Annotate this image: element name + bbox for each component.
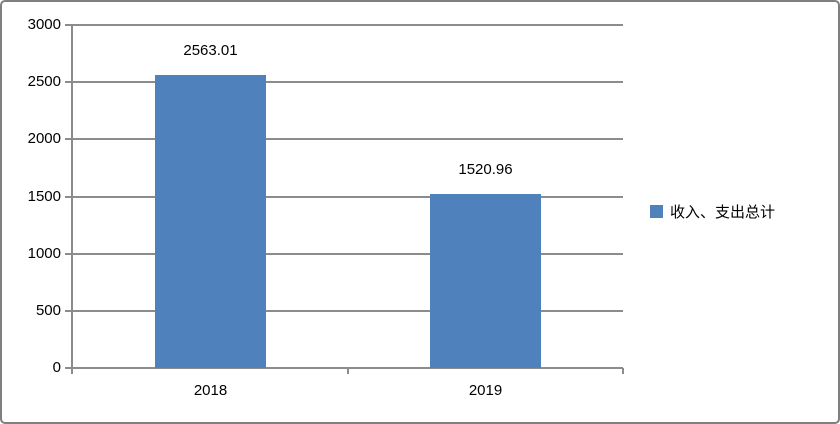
legend-label: 收入、支出总计 <box>670 204 776 221</box>
y-axis-tick <box>65 309 73 312</box>
gridline <box>73 138 623 141</box>
gridline <box>73 252 623 255</box>
y-axis-tick <box>65 24 73 26</box>
y-axis-tick <box>65 252 73 255</box>
data-label: 2563.01 <box>183 41 238 59</box>
y-tick-label: 2500 <box>27 73 61 91</box>
data-label: 1520.96 <box>458 161 513 179</box>
x-axis-tick <box>622 368 624 374</box>
bar-2019 <box>430 194 541 368</box>
y-tick-label: 1500 <box>27 187 61 205</box>
gridline <box>73 309 623 312</box>
y-tick-label: 2000 <box>27 130 61 148</box>
legend-swatch-icon <box>650 205 663 218</box>
y-tick-label: 1000 <box>27 244 61 262</box>
y-axis-tick <box>65 138 73 141</box>
y-tick-label: 0 <box>52 359 61 376</box>
y-axis-tick <box>65 81 73 84</box>
x-axis-tick <box>347 368 349 374</box>
y-axis-line <box>71 25 73 374</box>
y-axis-tick <box>65 195 73 198</box>
y-axis-tick <box>65 367 73 369</box>
bar-2018 <box>155 74 266 368</box>
gridline <box>73 24 623 26</box>
y-tick-label: 500 <box>35 301 61 319</box>
x-tick-label: 2019 <box>468 382 503 399</box>
gridline <box>73 195 623 198</box>
legend: 收入、支出总计 <box>650 201 775 222</box>
y-tick-label: 3000 <box>27 16 61 33</box>
gridline <box>73 81 623 84</box>
x-tick-label: 2018 <box>193 382 228 399</box>
